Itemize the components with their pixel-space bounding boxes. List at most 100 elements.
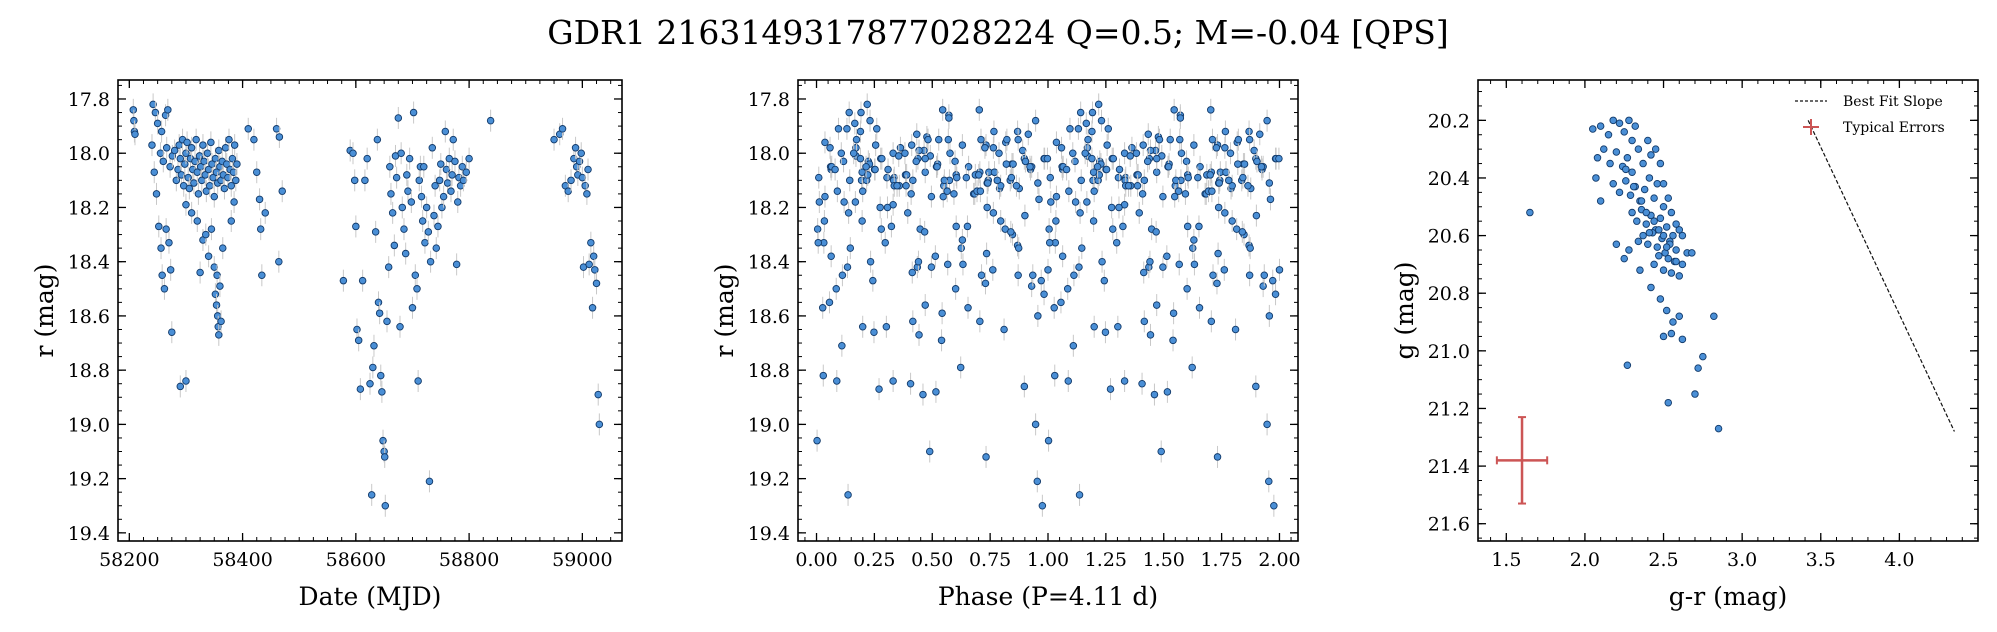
data-point	[1628, 168, 1636, 176]
data-point	[353, 325, 361, 334]
data-point	[839, 157, 848, 166]
data-point	[1206, 171, 1214, 179]
data-point	[435, 176, 444, 185]
data-point	[863, 100, 871, 109]
data-point	[1031, 116, 1040, 125]
data-point	[849, 149, 858, 157]
data-point	[1245, 127, 1253, 136]
data-point	[1140, 317, 1149, 326]
data-point	[869, 276, 877, 285]
data-point	[204, 252, 213, 261]
data-point	[1120, 377, 1129, 385]
data-point	[1063, 285, 1072, 293]
data-point	[1012, 182, 1021, 190]
data-point	[1625, 116, 1633, 125]
data-point	[1221, 209, 1229, 217]
data-point	[983, 203, 991, 212]
data-point	[405, 154, 414, 163]
data-point	[1260, 271, 1269, 279]
data-point	[1050, 304, 1058, 312]
data-point	[1659, 266, 1668, 274]
data-point	[1109, 225, 1117, 233]
data-point	[937, 336, 946, 345]
x-tick-label: 1.75	[1200, 549, 1242, 571]
data-point	[1266, 195, 1275, 204]
data-point	[1163, 388, 1172, 396]
data-point	[1215, 179, 1223, 187]
data-point	[428, 144, 437, 152]
data-point	[977, 271, 986, 279]
data-point	[413, 285, 421, 293]
data-point	[225, 135, 233, 144]
x-axis-label: Phase (P=4.11 d)	[938, 582, 1158, 611]
data-point	[974, 171, 983, 179]
data-point	[981, 279, 990, 288]
data-point	[846, 244, 855, 252]
data-point	[856, 127, 865, 136]
data-point	[951, 285, 960, 293]
data-point	[381, 501, 390, 510]
data-point	[856, 154, 865, 163]
data-point	[1172, 176, 1180, 185]
data-point	[1064, 377, 1073, 385]
data-point	[1228, 217, 1236, 225]
data-point	[420, 163, 428, 171]
data-point	[1159, 192, 1167, 201]
data-point	[1081, 149, 1089, 157]
data-point	[1659, 203, 1668, 211]
data-point	[976, 187, 985, 195]
data-point	[1609, 179, 1617, 188]
data-point	[887, 222, 896, 231]
data-point	[378, 388, 386, 396]
data-point	[957, 244, 966, 252]
data-point	[843, 263, 852, 271]
data-point	[1675, 312, 1684, 321]
x-tick-label: 4.0	[1884, 549, 1914, 571]
data-point	[392, 173, 401, 182]
data-point	[1089, 217, 1098, 225]
data-point	[219, 244, 227, 252]
data-point	[1034, 312, 1042, 320]
data-point	[1037, 276, 1045, 285]
data-point	[550, 135, 558, 144]
data-point	[1014, 244, 1023, 252]
data-point	[156, 149, 165, 157]
data-point	[367, 491, 376, 499]
data-point	[1052, 217, 1060, 225]
data-point	[1634, 237, 1643, 246]
data-point	[913, 130, 921, 138]
data-point	[1045, 225, 1053, 233]
data-point	[387, 190, 395, 198]
data-point	[272, 125, 281, 133]
data-point	[884, 165, 892, 174]
data-point	[1071, 157, 1079, 166]
data-point	[1103, 141, 1111, 149]
data-point	[1058, 252, 1067, 261]
data-point	[258, 271, 266, 279]
data-point	[925, 447, 934, 456]
figure-title: GDR1 2163149317877028224 Q=0.5; M=-0.04 …	[547, 13, 1449, 52]
data-point	[1190, 236, 1198, 244]
data-point	[1688, 249, 1696, 257]
data-point	[386, 163, 394, 171]
data-point	[921, 168, 929, 176]
data-point	[819, 371, 828, 380]
y-tick-label: 17.8	[68, 89, 110, 111]
data-point	[278, 187, 286, 195]
data-point	[838, 342, 846, 350]
data-point	[1084, 135, 1092, 144]
data-point	[912, 157, 920, 166]
data-point	[595, 420, 604, 429]
data-point	[866, 116, 874, 125]
data-point	[902, 171, 911, 179]
data-point	[193, 217, 202, 225]
data-point	[940, 176, 949, 185]
data-point	[939, 192, 947, 201]
data-point	[1152, 301, 1161, 309]
data-point	[990, 127, 998, 136]
data-point	[158, 271, 166, 279]
data-point	[462, 168, 471, 176]
x-tick-label: 2.0	[1570, 549, 1600, 571]
data-point	[834, 125, 843, 133]
data-point	[396, 323, 404, 331]
